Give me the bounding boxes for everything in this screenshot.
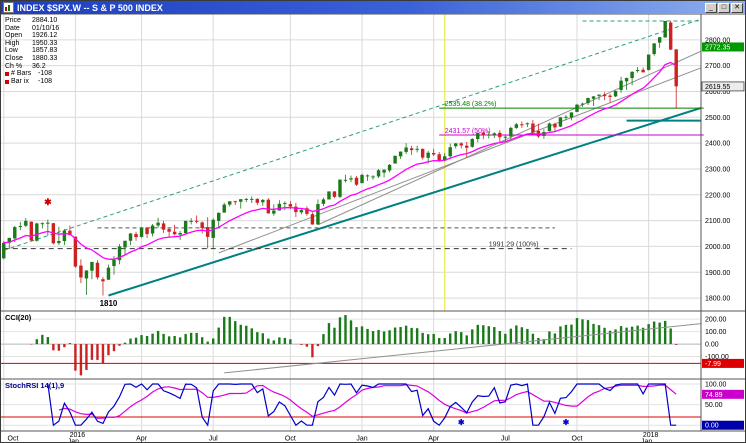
- svg-text:2016: 2016: [70, 432, 86, 439]
- price-badge: 2619.55: [701, 81, 745, 92]
- svg-text:-7.99: -7.99: [705, 361, 721, 368]
- price-badge: 2772.35: [702, 42, 744, 52]
- svg-text:2800.00: 2800.00: [705, 37, 730, 44]
- info-value: -108: [38, 70, 53, 78]
- info-row: Open 1926.12: [5, 32, 59, 40]
- stoch-value-badge: 0.00: [702, 420, 744, 430]
- info-label: Ch %: [5, 62, 23, 70]
- svg-text:Oct: Oct: [8, 436, 19, 443]
- info-row: Date 01/10/16: [5, 25, 59, 33]
- svg-text:2431.57 (50%): 2431.57 (50%): [445, 128, 491, 135]
- svg-text:Oct: Oct: [572, 436, 583, 443]
- minimize-button[interactable]: _: [705, 2, 717, 13]
- svg-text:Jul: Jul: [209, 436, 218, 443]
- svg-text:100.00: 100.00: [705, 329, 727, 336]
- stoch-value-badge: 74.89: [702, 389, 744, 399]
- svg-text:74.89: 74.89: [705, 392, 723, 399]
- svg-text:Jul: Jul: [501, 436, 510, 443]
- svg-text:Jan: Jan: [641, 439, 652, 443]
- blue-asterisk-marker: ✱: [563, 418, 570, 427]
- svg-text:1991.29 (100%): 1991.29 (100%): [489, 242, 539, 249]
- svg-text:2619.55: 2619.55: [705, 84, 730, 91]
- info-row: Ch % 36.2: [5, 63, 59, 71]
- svg-text:2600.00: 2600.00: [705, 89, 730, 96]
- info-label: Price: [5, 17, 21, 24]
- red-asterisk-marker: ✱: [44, 197, 52, 207]
- svg-text:Apr: Apr: [136, 436, 148, 443]
- cci-histogram: [30, 315, 678, 376]
- info-value: 1926.12: [32, 32, 58, 40]
- svg-text:2000.00: 2000.00: [705, 244, 730, 251]
- svg-text:50.00: 50.00: [705, 402, 723, 409]
- trendlines: [3, 18, 701, 297]
- info-row: Low 1857.83: [5, 47, 59, 55]
- svg-text:2100.00: 2100.00: [705, 218, 730, 225]
- info-label: Date: [5, 24, 20, 32]
- info-label: Bar ix: [11, 77, 29, 85]
- info-value: 2884.10: [32, 17, 58, 24]
- info-value: 1857.83: [32, 47, 58, 55]
- close-button[interactable]: ✕: [731, 2, 743, 13]
- stoch-panel-label: StochRSI 14(1),9: [5, 381, 65, 390]
- svg-text:0.00: 0.00: [705, 423, 719, 430]
- legend-marker-icon: [5, 79, 9, 84]
- svg-text:2535.48 (38.2%): 2535.48 (38.2%): [445, 101, 497, 108]
- window-controls: _ □ ✕: [705, 2, 743, 13]
- svg-text:-100.00: -100.00: [705, 354, 729, 361]
- cci-trendline: [224, 323, 701, 374]
- svg-text:200.00: 200.00: [705, 317, 727, 324]
- fibonacci-levels: 2535.48 (38.2%) 2431.57 (50%) 1991.29 (100…: [3, 101, 704, 250]
- info-label: # Bars: [11, 70, 32, 78]
- svg-text:Jan: Jan: [68, 439, 79, 443]
- info-label: High: [5, 39, 20, 47]
- svg-text:2500.00: 2500.00: [705, 115, 730, 122]
- info-value: 36.2: [32, 62, 46, 70]
- info-label: Low: [5, 47, 18, 55]
- price-label-1810: 1810: [100, 299, 118, 308]
- svg-text:0.00: 0.00: [705, 342, 719, 349]
- svg-text:Jan: Jan: [356, 436, 367, 443]
- vertical-gridlines: [3, 14, 650, 431]
- svg-text:Oct: Oct: [285, 436, 296, 443]
- svg-text:1900.00: 1900.00: [705, 270, 730, 277]
- blue-asterisk-marker: ✱: [458, 418, 465, 427]
- info-row: High 1950.33: [5, 40, 59, 48]
- svg-text:1800.00: 1800.00: [705, 296, 730, 303]
- svg-text:Apr: Apr: [428, 436, 440, 443]
- svg-text:2700.00: 2700.00: [705, 63, 730, 70]
- app-icon: [3, 2, 14, 13]
- info-label: Close: [5, 54, 23, 62]
- svg-text:2300.00: 2300.00: [705, 166, 730, 173]
- svg-text:2772.35: 2772.35: [705, 44, 730, 51]
- cci-panel-label: CCI(20): [5, 313, 32, 322]
- svg-text:2018: 2018: [643, 432, 659, 439]
- info-value: 01/10/16: [32, 24, 60, 32]
- legend-marker-icon: [5, 71, 9, 76]
- info-row: Bar ix -108: [5, 78, 59, 86]
- moving-average-line: [3, 61, 677, 260]
- info-row: # Bars -108: [5, 70, 59, 78]
- info-value: 1950.33: [32, 39, 58, 47]
- maximize-button[interactable]: □: [718, 2, 730, 13]
- cci-value-badge: -7.99: [702, 358, 744, 368]
- svg-text:2200.00: 2200.00: [705, 192, 730, 199]
- window-title: INDEX $SPX.W -- S & P 500 INDEX: [17, 2, 163, 13]
- window-titlebar[interactable]: INDEX $SPX.W -- S & P 500 INDEX _ □ ✕: [1, 1, 745, 14]
- info-label: Open: [5, 32, 23, 40]
- info-value: -108: [38, 77, 53, 85]
- cursor-info-panel: Price 2884.10 Date 01/10/16 Open 1926.12 High 1…: [5, 17, 59, 85]
- svg-text:100.00: 100.00: [705, 381, 727, 388]
- info-value: 1880.33: [32, 54, 58, 62]
- info-row: Close 1880.33: [5, 55, 59, 63]
- svg-text:2400.00: 2400.00: [705, 141, 730, 148]
- info-row: Price 2884.10: [5, 17, 59, 25]
- stochrsi-k-line: [47, 383, 677, 427]
